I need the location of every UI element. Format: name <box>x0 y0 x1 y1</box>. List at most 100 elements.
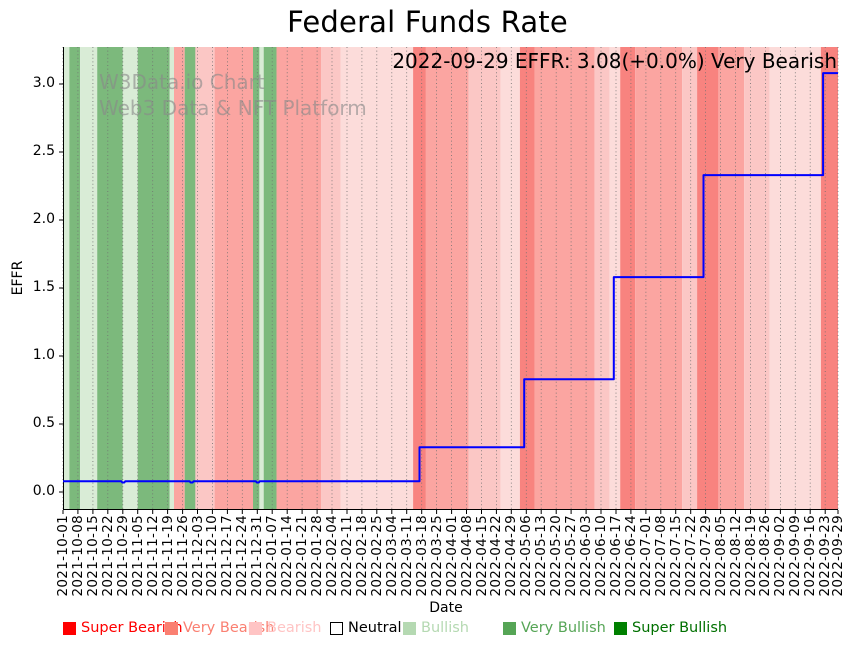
x-tick-label: 2022-04-01 <box>443 515 460 597</box>
x-tick-label: 2021-11-05 <box>129 515 146 597</box>
x-tick-label: 2022-03-11 <box>398 515 415 597</box>
x-tick-label: 2021-12-31 <box>249 515 266 597</box>
sentiment-band-very_bearish_dark <box>620 47 636 510</box>
x-tick-label: 2021-12-17 <box>219 515 236 597</box>
x-tick-label: 2022-05-20 <box>548 515 565 597</box>
sentiment-band-bearish_light <box>609 47 621 510</box>
legend-item-bearish: Bearish <box>249 620 322 636</box>
sentiment-band-very_bullish <box>263 47 277 510</box>
sentiment-band-bullish <box>169 47 174 510</box>
x-tick-label: 2022-01-07 <box>264 515 281 597</box>
sentiment-band-very_bullish <box>69 47 81 510</box>
x-tick-label: 2022-09-16 <box>802 515 819 597</box>
sentiment-band-very_bearish_dark <box>697 47 719 510</box>
x-tick-label: 2022-07-22 <box>682 515 699 597</box>
legend-label: Neutral <box>348 620 402 636</box>
x-tick-label: 2021-12-03 <box>189 515 206 597</box>
legend-label: Very Bullish <box>521 620 606 636</box>
x-tick-label: 2021-12-10 <box>204 515 221 597</box>
x-tick-label: 2022-09-29 <box>830 515 846 597</box>
sentiment-legend: Super Bearish Very Bearish Bearish Neutral B… <box>0 620 855 642</box>
x-tick-label: 2022-05-13 <box>533 515 550 597</box>
x-tick-label: 2022-09-09 <box>787 515 804 597</box>
x-tick-label: 2022-07-29 <box>697 515 714 597</box>
x-tick-label: 2022-06-10 <box>593 515 609 597</box>
x-tick-label: 2021-12-24 <box>234 515 251 597</box>
legend-item-neutral: Neutral <box>330 620 402 636</box>
legend-swatch <box>249 621 262 635</box>
x-axis-label: Date <box>429 600 463 616</box>
legend-item-very-bullish: Very Bullish <box>503 620 606 636</box>
plot-canvas <box>59 47 839 514</box>
x-tick-label: 2022-06-03 <box>578 515 595 597</box>
x-tick-label: 2022-02-11 <box>339 515 355 597</box>
sentiment-band-bullish <box>122 47 138 510</box>
x-tick-label: 2022-04-22 <box>488 515 505 597</box>
sentiment-band-very_bearish <box>174 47 185 510</box>
sentiment-band-very_bearish <box>425 47 469 510</box>
sentiment-band-very_bullish <box>184 47 196 510</box>
x-tick-label: 2021-11-26 <box>174 515 191 597</box>
sentiment-band-very_bearish <box>214 47 253 510</box>
x-tick-label: 2022-05-27 <box>563 515 580 597</box>
sentiment-band-very_bullish <box>253 47 260 510</box>
latest-value-annotation: 2022-09-29 EFFR: 3.08(+0.0%) Very Bearis… <box>392 49 837 73</box>
x-tick-label: 2022-03-04 <box>383 515 400 597</box>
x-tick-label: 2022-08-19 <box>742 515 759 597</box>
x-tick-label: 2021-10-22 <box>99 515 116 597</box>
x-tick-label: 2022-08-26 <box>757 515 774 597</box>
x-tick-label: 2022-04-08 <box>458 515 475 597</box>
sentiment-band-bearish_light <box>340 47 414 510</box>
x-tick-label: 2022-02-04 <box>324 515 340 597</box>
x-tick-label: 2021-10-01 <box>55 515 71 597</box>
sentiment-band-bearish_light <box>500 47 520 510</box>
legend-swatch <box>330 621 343 635</box>
sentiment-band-very_bearish <box>276 47 322 510</box>
legend-item-super-bearish: Super Bearish <box>63 620 183 636</box>
x-tick-label: 2022-09-02 <box>772 515 789 597</box>
sentiment-band-bearish <box>321 47 341 510</box>
x-tick-label: 2022-01-14 <box>279 515 296 597</box>
legend-swatch <box>503 621 516 635</box>
x-tick-label: 2022-08-05 <box>712 515 729 597</box>
sentiment-band-very_bearish <box>635 47 683 510</box>
sentiment-band-bullish <box>80 47 98 510</box>
legend-item-bullish: Bullish <box>403 620 469 636</box>
x-tick-label: 2022-01-28 <box>309 515 326 597</box>
sentiment-band-very_bearish <box>718 47 745 510</box>
legend-label: Bullish <box>421 620 469 636</box>
x-tick-label: 2022-02-25 <box>368 515 385 597</box>
y-tick-label: 1.5 <box>32 279 55 295</box>
sentiment-band-bearish_light <box>769 47 821 510</box>
x-tick-label: 2021-10-08 <box>69 515 86 597</box>
legend-swatch <box>165 621 178 635</box>
x-tick-label: 2022-07-15 <box>667 515 684 597</box>
x-tick-label: 2021-10-15 <box>84 515 101 597</box>
x-tick-label: 2021-10-29 <box>114 515 131 597</box>
x-tick-label: 2022-03-25 <box>428 515 445 597</box>
x-tick-label: 2021-11-12 <box>144 515 161 597</box>
sentiment-band-bearish <box>744 47 770 510</box>
sentiment-band-bullish <box>63 47 70 510</box>
sentiment-band-bearish <box>682 47 698 510</box>
sentiment-band-very_bearish_dark <box>519 47 535 510</box>
legend-swatch <box>403 621 416 635</box>
y-tick-label: 2.0 <box>32 211 55 227</box>
sentiment-band-very_bullish <box>137 47 170 510</box>
x-tick-label: 2022-06-17 <box>608 515 624 597</box>
legend-label: Super Bullish <box>632 620 728 636</box>
legend-label: Super Bearish <box>81 620 183 636</box>
sentiment-band-very_bullish <box>97 47 123 510</box>
y-tick-label: 0.0 <box>32 483 55 499</box>
x-tick-label: 2022-05-06 <box>518 515 535 597</box>
x-tick-label: 2022-01-21 <box>294 515 311 597</box>
y-tick-label: 0.5 <box>32 415 55 431</box>
sentiment-band-very_bearish <box>534 47 595 510</box>
legend-item-super-bullish: Super Bullish <box>614 620 727 636</box>
legend-swatch <box>614 621 627 635</box>
y-tick-label: 1.0 <box>32 347 55 363</box>
x-tick-label: 2022-08-12 <box>727 515 744 597</box>
legend-label: Bearish <box>267 620 322 636</box>
sentiment-band-bearish <box>195 47 215 510</box>
